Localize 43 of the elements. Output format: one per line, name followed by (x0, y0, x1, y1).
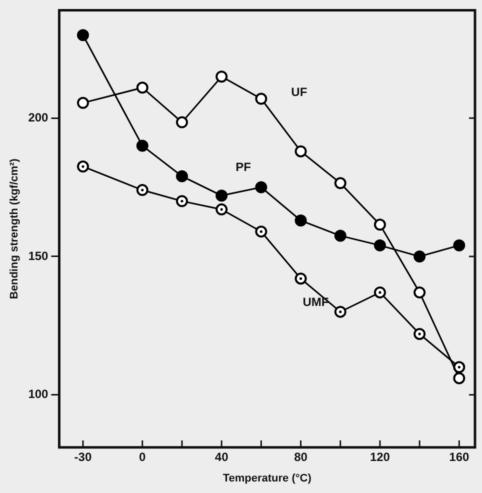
point (216, 70, 228, 83)
point (136, 184, 148, 196)
point (255, 181, 268, 194)
x-tick-label: 0 (139, 450, 146, 464)
point (255, 226, 268, 238)
point (294, 272, 307, 285)
point (176, 195, 188, 208)
point (374, 218, 386, 231)
point (374, 286, 386, 298)
point (414, 286, 426, 298)
point (136, 82, 148, 94)
x-tick-label: 40 (214, 450, 229, 464)
series-label: UF (291, 85, 308, 100)
y-tick-label: 100 (28, 387, 49, 402)
point (176, 170, 188, 182)
point (76, 96, 89, 109)
point (453, 239, 466, 252)
y-tick-label: 150 (28, 248, 49, 263)
point (294, 145, 307, 158)
point (294, 214, 307, 226)
point (414, 328, 426, 340)
x-axis-title: Temperature (°C) (222, 472, 312, 484)
y-tick-label: 200 (28, 110, 49, 124)
x-tick-label: 160 (449, 450, 470, 464)
x-tick-label: 80 (294, 450, 308, 464)
point (76, 29, 89, 42)
point (334, 306, 346, 318)
point (136, 140, 148, 152)
point (216, 203, 228, 216)
series-label: PF (236, 160, 251, 174)
point (453, 372, 466, 384)
point (374, 239, 386, 252)
point (255, 92, 268, 105)
point (334, 230, 346, 242)
x-tick-label: 120 (370, 450, 390, 464)
point (76, 160, 89, 173)
point (216, 190, 228, 202)
point (334, 177, 346, 190)
series-label: UMF (302, 294, 329, 309)
x-tick-label: -30 (74, 450, 92, 464)
point (176, 116, 188, 128)
y-axis-title: Bending strength (kgf/cm²) (8, 158, 21, 300)
point (414, 250, 426, 262)
